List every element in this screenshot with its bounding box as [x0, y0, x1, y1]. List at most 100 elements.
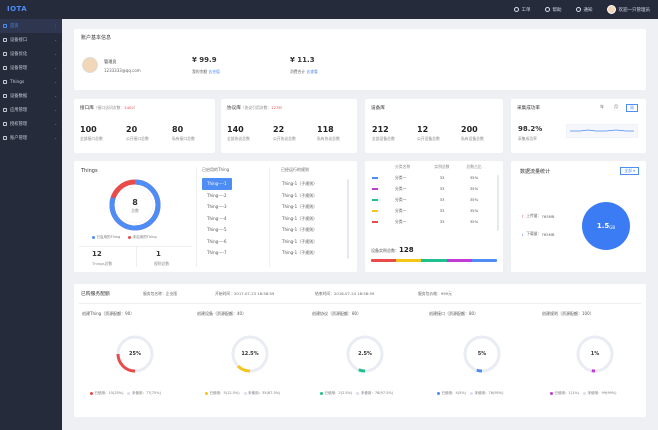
sidebar-item-7[interactable]: 授权管理 ⌄: [0, 117, 62, 131]
thing-list-item[interactable]: Thing----5: [207, 227, 227, 232]
chevron-down-icon: ⋮: [53, 24, 58, 28]
sidebar-item-label: 设备数据: [10, 94, 28, 99]
notify-button[interactable]: 通知: [575, 7, 593, 13]
device-lib-card: 设备库 212 全部设备总数 12 公开设备总数 200 私有设备总数: [365, 99, 503, 153]
col-name: 分类名称: [395, 163, 411, 169]
quota-unused: 未使用：35(87.5%): [248, 391, 281, 395]
thing-list-item[interactable]: Thing----4: [207, 215, 227, 221]
download-value: 765MB: [541, 231, 555, 237]
protocol-lib-title: 协议库: [227, 106, 241, 111]
stat-label: 私有设备总数: [461, 136, 484, 141]
stat-label: 私有接口总数: [172, 136, 195, 141]
sidebar-item-2[interactable]: 设备优化 ⌄: [0, 47, 62, 61]
home-icon: [3, 24, 7, 28]
ticket-button[interactable]: 工单: [513, 7, 531, 13]
sidebar-item-5[interactable]: 设备数据 ⌄: [0, 89, 62, 103]
sidebar-item-6[interactable]: 应用管理 ⌄: [0, 103, 62, 117]
rule-list-item[interactable]: Thing-1（子规则）: [282, 250, 318, 255]
quota-used: 已使用：5(12.5%): [209, 391, 240, 395]
collect-sparkline: [566, 124, 638, 138]
color-swatch: [372, 210, 378, 212]
rule-list-item[interactable]: Thing-1（子规则）: [282, 204, 318, 209]
sidebar-item-label: 设备管理: [10, 66, 28, 71]
sidebar-item-label: 设备优化: [10, 52, 28, 57]
help-button[interactable]: 帮助: [544, 7, 562, 13]
account-avatar: [82, 57, 98, 73]
account-name: 管理员: [104, 59, 117, 64]
rule-list-item[interactable]: Thing-1（子规则）: [282, 192, 318, 198]
thing-list-item[interactable]: Thing----6: [207, 238, 227, 244]
chevron-down-icon: ▾: [633, 168, 635, 173]
collect-value: 98.2%: [518, 125, 543, 133]
sidebar-item-label: 账户管理: [10, 136, 28, 141]
app-logo: IOTA: [7, 5, 28, 13]
sidebar-item-0[interactable]: 首页 ⋮: [0, 19, 62, 33]
device-table-card: 分类名称 实例总数 总数占比 分类一 33 35% 分类一 33 35% 分类一 33 35% 分…: [365, 161, 503, 272]
stat-label: 全部协议总数: [227, 136, 250, 141]
consume-value: ¥ 11.3: [290, 56, 315, 64]
table-row: 分类一 33 35%: [365, 205, 503, 216]
rules-scrollbar[interactable]: [347, 179, 349, 259]
quota-used: 已使用：15(25%): [94, 391, 124, 395]
device-icon: [3, 66, 7, 70]
sidebar-item-4[interactable]: Things ⌄: [0, 75, 62, 89]
quota-pct: 12.5%: [241, 351, 259, 357]
rule-list-item[interactable]: Thing-1（子规则）: [282, 227, 318, 232]
quota-ring: [346, 335, 384, 373]
tab-month[interactable]: 月: [614, 104, 618, 109]
service-title: 已购服务配额: [81, 292, 110, 297]
sidebar-item-8[interactable]: 账户管理 ⌄: [0, 131, 62, 145]
table-row: 分类一 33 35%: [365, 194, 503, 205]
bar-segment: [371, 259, 397, 262]
running-rules-title: 已经运行的规则: [281, 167, 309, 172]
app-icon: [3, 108, 7, 112]
auth-icon: [3, 122, 7, 126]
user-menu[interactable]: 欢迎一只管理员: [606, 5, 650, 14]
stat-value: 80: [172, 125, 184, 134]
things-card: Things 8 总数 已启用的Thing 未启用的Thing 12 Thing…: [74, 161, 357, 272]
account-email: 1233333@qq.com: [104, 68, 141, 73]
stat-label: 全部设备总数: [372, 136, 395, 141]
color-swatch: [372, 199, 378, 201]
rule-list-item[interactable]: Thing-1（子规则）: [282, 215, 318, 221]
recharge-link[interactable]: 去充值: [208, 69, 220, 74]
things-total-label: 总数: [131, 208, 139, 213]
sidebar-item-label: Things: [10, 79, 25, 85]
quota-item: 创建协议（资源配额：80） 2.5% 已使用：2(2.5%) 未使用：78(97.5%…: [312, 311, 422, 411]
bar-segment: [421, 259, 447, 262]
thing-list-item[interactable]: Thing----7: [207, 250, 227, 255]
help-icon: [544, 7, 550, 12]
rule-list-item[interactable]: Thing-1（子规则）: [282, 238, 318, 244]
table-scrollbar[interactable]: [497, 175, 499, 231]
bar-segment: [446, 259, 472, 262]
quota-item: 创建Thing（资源配额：90） 25% 已使用：15(25%) 未使用：77(75%…: [82, 311, 192, 411]
collect-label: 采集成功率: [518, 136, 537, 141]
thing-list-item[interactable]: Thing----3: [207, 204, 227, 209]
stat-label: 公开协议总数: [273, 136, 296, 141]
stat-value: 22: [273, 125, 285, 134]
download-label: 下载量：: [526, 231, 542, 236]
quota-used: 已使用：1(1%): [554, 391, 580, 395]
upload-value: 765MB: [541, 213, 555, 219]
sidebar-item-3[interactable]: 设备管理 ⌄: [0, 61, 62, 75]
color-swatch: [372, 177, 378, 179]
rules-count-label: 规则总数: [154, 261, 170, 266]
sidebar-item-1[interactable]: 设备接口 ⌄: [0, 33, 62, 47]
thing-list-item[interactable]: Thing----1: [202, 178, 232, 190]
tab-year[interactable]: 年: [600, 104, 604, 109]
traffic-select[interactable]: 全部 ▾: [620, 167, 639, 175]
quota-title: 创建接口（资源配额：80）: [429, 311, 479, 316]
rule-list-item[interactable]: Thing-1（子规则）: [282, 181, 318, 186]
legend-enabled: 已启用的Thing: [92, 235, 120, 240]
rules-count: 1: [156, 250, 161, 258]
thing-list-item[interactable]: Thing----2: [207, 192, 227, 198]
legend-disabled: 未启用的Thing: [128, 235, 157, 240]
color-swatch: [372, 188, 378, 190]
quota-item: 创建规则（资源配额：100） 1% 已使用：1(1%) 未使用：99(99%): [542, 311, 652, 411]
consume-detail-link[interactable]: 去查看: [306, 69, 318, 74]
traffic-unit: GB: [609, 224, 616, 230]
traffic-title: 数据流量统计: [520, 169, 551, 175]
quota-ring: [231, 335, 269, 373]
consume-label: 消费合计: [290, 69, 306, 74]
tab-week[interactable]: 周: [626, 104, 638, 112]
